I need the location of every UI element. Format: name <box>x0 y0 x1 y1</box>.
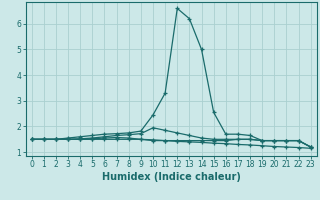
X-axis label: Humidex (Indice chaleur): Humidex (Indice chaleur) <box>102 172 241 182</box>
